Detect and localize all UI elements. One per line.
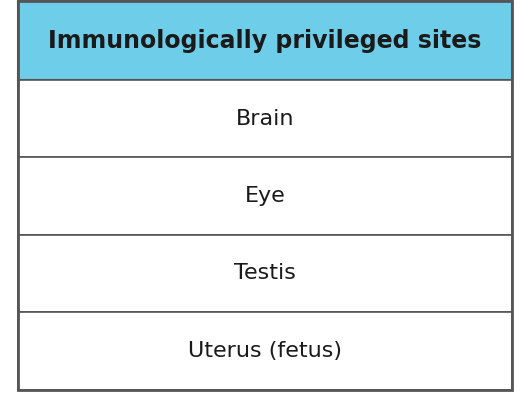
FancyBboxPatch shape (17, 157, 513, 235)
Text: Brain: Brain (236, 109, 294, 128)
FancyBboxPatch shape (17, 235, 513, 312)
FancyBboxPatch shape (17, 2, 513, 80)
FancyBboxPatch shape (17, 312, 513, 390)
Text: Immunologically privileged sites: Immunologically privileged sites (48, 28, 482, 53)
Text: Uterus (fetus): Uterus (fetus) (188, 341, 342, 361)
Text: Eye: Eye (245, 186, 285, 206)
FancyBboxPatch shape (17, 80, 513, 157)
Text: Testis: Testis (234, 263, 296, 284)
